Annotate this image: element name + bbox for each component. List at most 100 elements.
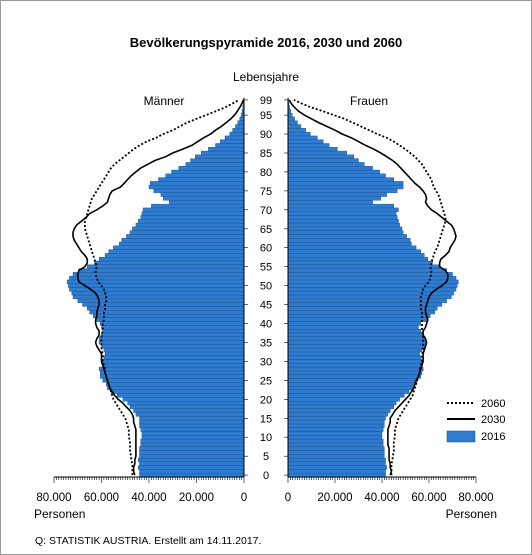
y-tick-label: 75 (260, 186, 272, 198)
bar-maenner-age-19 (127, 401, 245, 406)
y-tick-label: 99 (260, 95, 272, 107)
bar-frauen-age-62 (287, 238, 411, 243)
line-2060-maenner (84, 99, 240, 476)
bar-frauen-age-95 (287, 112, 293, 118)
bar-frauen-age-21 (287, 393, 405, 398)
bar-frauen-age-56 (287, 260, 433, 265)
bar-frauen-age-65 (287, 226, 403, 231)
bar-maenner-age-67 (138, 219, 245, 224)
bar-maenner-age-23 (107, 385, 245, 391)
line-2030-maenner (72, 99, 245, 476)
y-tick-label: 40 (260, 319, 272, 331)
y-tick-label: 85 (260, 148, 272, 160)
bar-frauen-age-8 (287, 442, 384, 447)
bar-maenner-age-59 (108, 249, 245, 254)
legend-2016-label: 2016 (481, 431, 505, 443)
bar-maenner-age-12 (140, 427, 245, 432)
bar-maenner-age-44 (87, 306, 245, 311)
bars-group (66, 97, 459, 478)
bar-frauen-age-4 (287, 457, 386, 463)
bar-maenner-age-55 (87, 264, 245, 269)
bar-frauen-age-17 (287, 408, 391, 413)
bar-frauen-age-60 (287, 245, 417, 250)
bar-maenner-age-80 (171, 169, 245, 174)
bar-maenner-age-93 (237, 120, 245, 125)
y-tick-label: 55 (260, 262, 272, 274)
bar-frauen-age-27 (287, 370, 423, 375)
bar-frauen-age-54 (287, 268, 447, 273)
y-tick-label: 70 (260, 205, 272, 217)
bar-frauen-age-73 (287, 196, 382, 201)
lines-group (72, 99, 457, 476)
legend-2030-label: 2030 (481, 414, 505, 426)
bar-maenner-age-56 (94, 260, 245, 265)
x-tick-label-right: 80.000 (458, 492, 493, 504)
bar-frauen-age-9 (287, 438, 384, 444)
bar-frauen-age-25 (287, 378, 418, 383)
bar-maenner-age-9 (140, 438, 245, 444)
bar-maenner-age-27 (100, 370, 245, 375)
bar-maenner-age-64 (129, 230, 245, 235)
bar-maenner-age-15 (139, 416, 245, 421)
bar-maenner-age-43 (89, 310, 245, 315)
bar-maenner-age-45 (82, 302, 245, 307)
bar-frauen-age-80 (287, 169, 380, 174)
bar-maenner-age-60 (113, 245, 245, 250)
legend-2016-swatch (446, 430, 476, 443)
bar-maenner-age-77 (149, 181, 245, 186)
bar-maenner-age-13 (139, 423, 245, 428)
bar-maenner-age-3 (139, 461, 245, 466)
bar-frauen-age-79 (287, 173, 386, 178)
bar-frauen-age-22 (287, 389, 410, 394)
bar-maenner-age-34 (101, 344, 245, 349)
bar-maenner-age-91 (232, 128, 245, 133)
y-tick-label: 35 (260, 338, 272, 350)
x-tick-labels: 80.000 60.000 40.000 20.000 0 0 20.000 40.000 60… (36, 492, 493, 504)
x-unit-left: Personen (34, 507, 85, 521)
bar-frauen-age-14 (287, 419, 385, 425)
bar-frauen-age-87 (287, 143, 330, 148)
bar-frauen-age-89 (287, 135, 318, 140)
bar-frauen-age-70 (287, 207, 399, 212)
bar-frauen-age-2 (287, 465, 387, 470)
bar-frauen-age-76 (287, 184, 404, 190)
bar-frauen-age-91 (287, 128, 306, 133)
bar-maenner-age-70 (142, 207, 245, 212)
bar-frauen-age-86 (287, 147, 338, 152)
y-tick-label: 30 (260, 356, 272, 368)
bar-maenner-age-76 (148, 184, 245, 190)
bar-maenner-age-85 (201, 150, 245, 156)
bar-frauen-age-1 (287, 469, 386, 474)
bar-maenner-age-94 (239, 116, 245, 121)
bar-frauen-age-43 (287, 310, 436, 315)
bar-frauen-age-38 (287, 328, 421, 334)
bar-maenner-age-89 (224, 135, 245, 140)
bar-frauen-age-33 (287, 347, 423, 353)
bar-frauen-age-58 (287, 253, 425, 258)
bar-frauen-age-68 (287, 215, 398, 220)
bar-frauen-age-93 (287, 120, 298, 125)
bar-frauen-age-28 (287, 366, 424, 372)
bar-maenner-age-57 (98, 256, 245, 262)
bar-frauen-age-15 (287, 416, 386, 421)
legend: 2060 2030 2016 (446, 398, 505, 443)
bar-frauen-age-55 (287, 264, 440, 269)
y-tick-label: 10 (260, 432, 272, 444)
bar-frauen-age-3 (287, 461, 386, 466)
bar-frauen-age-32 (287, 351, 420, 356)
y-tick-label: 45 (260, 300, 272, 312)
bar-maenner-age-22 (110, 389, 245, 394)
x-tick-label-left: 0 (241, 492, 247, 504)
bar-maenner-age-84 (195, 154, 245, 159)
bar-maenner-age-62 (121, 238, 245, 243)
bar-frauen-age-92 (287, 124, 302, 129)
bar-maenner-age-4 (138, 457, 245, 463)
bar-maenner-age-86 (208, 147, 245, 152)
bar-maenner-age-18 (129, 404, 245, 409)
bar-frauen-age-71 (287, 203, 394, 209)
bar-frauen-age-39 (287, 325, 419, 330)
bar-frauen-age-63 (287, 234, 407, 239)
bar-frauen-age-85 (287, 150, 347, 156)
bar-maenner-age-16 (135, 412, 245, 417)
x-tick-label-left: 20.000 (179, 492, 214, 504)
